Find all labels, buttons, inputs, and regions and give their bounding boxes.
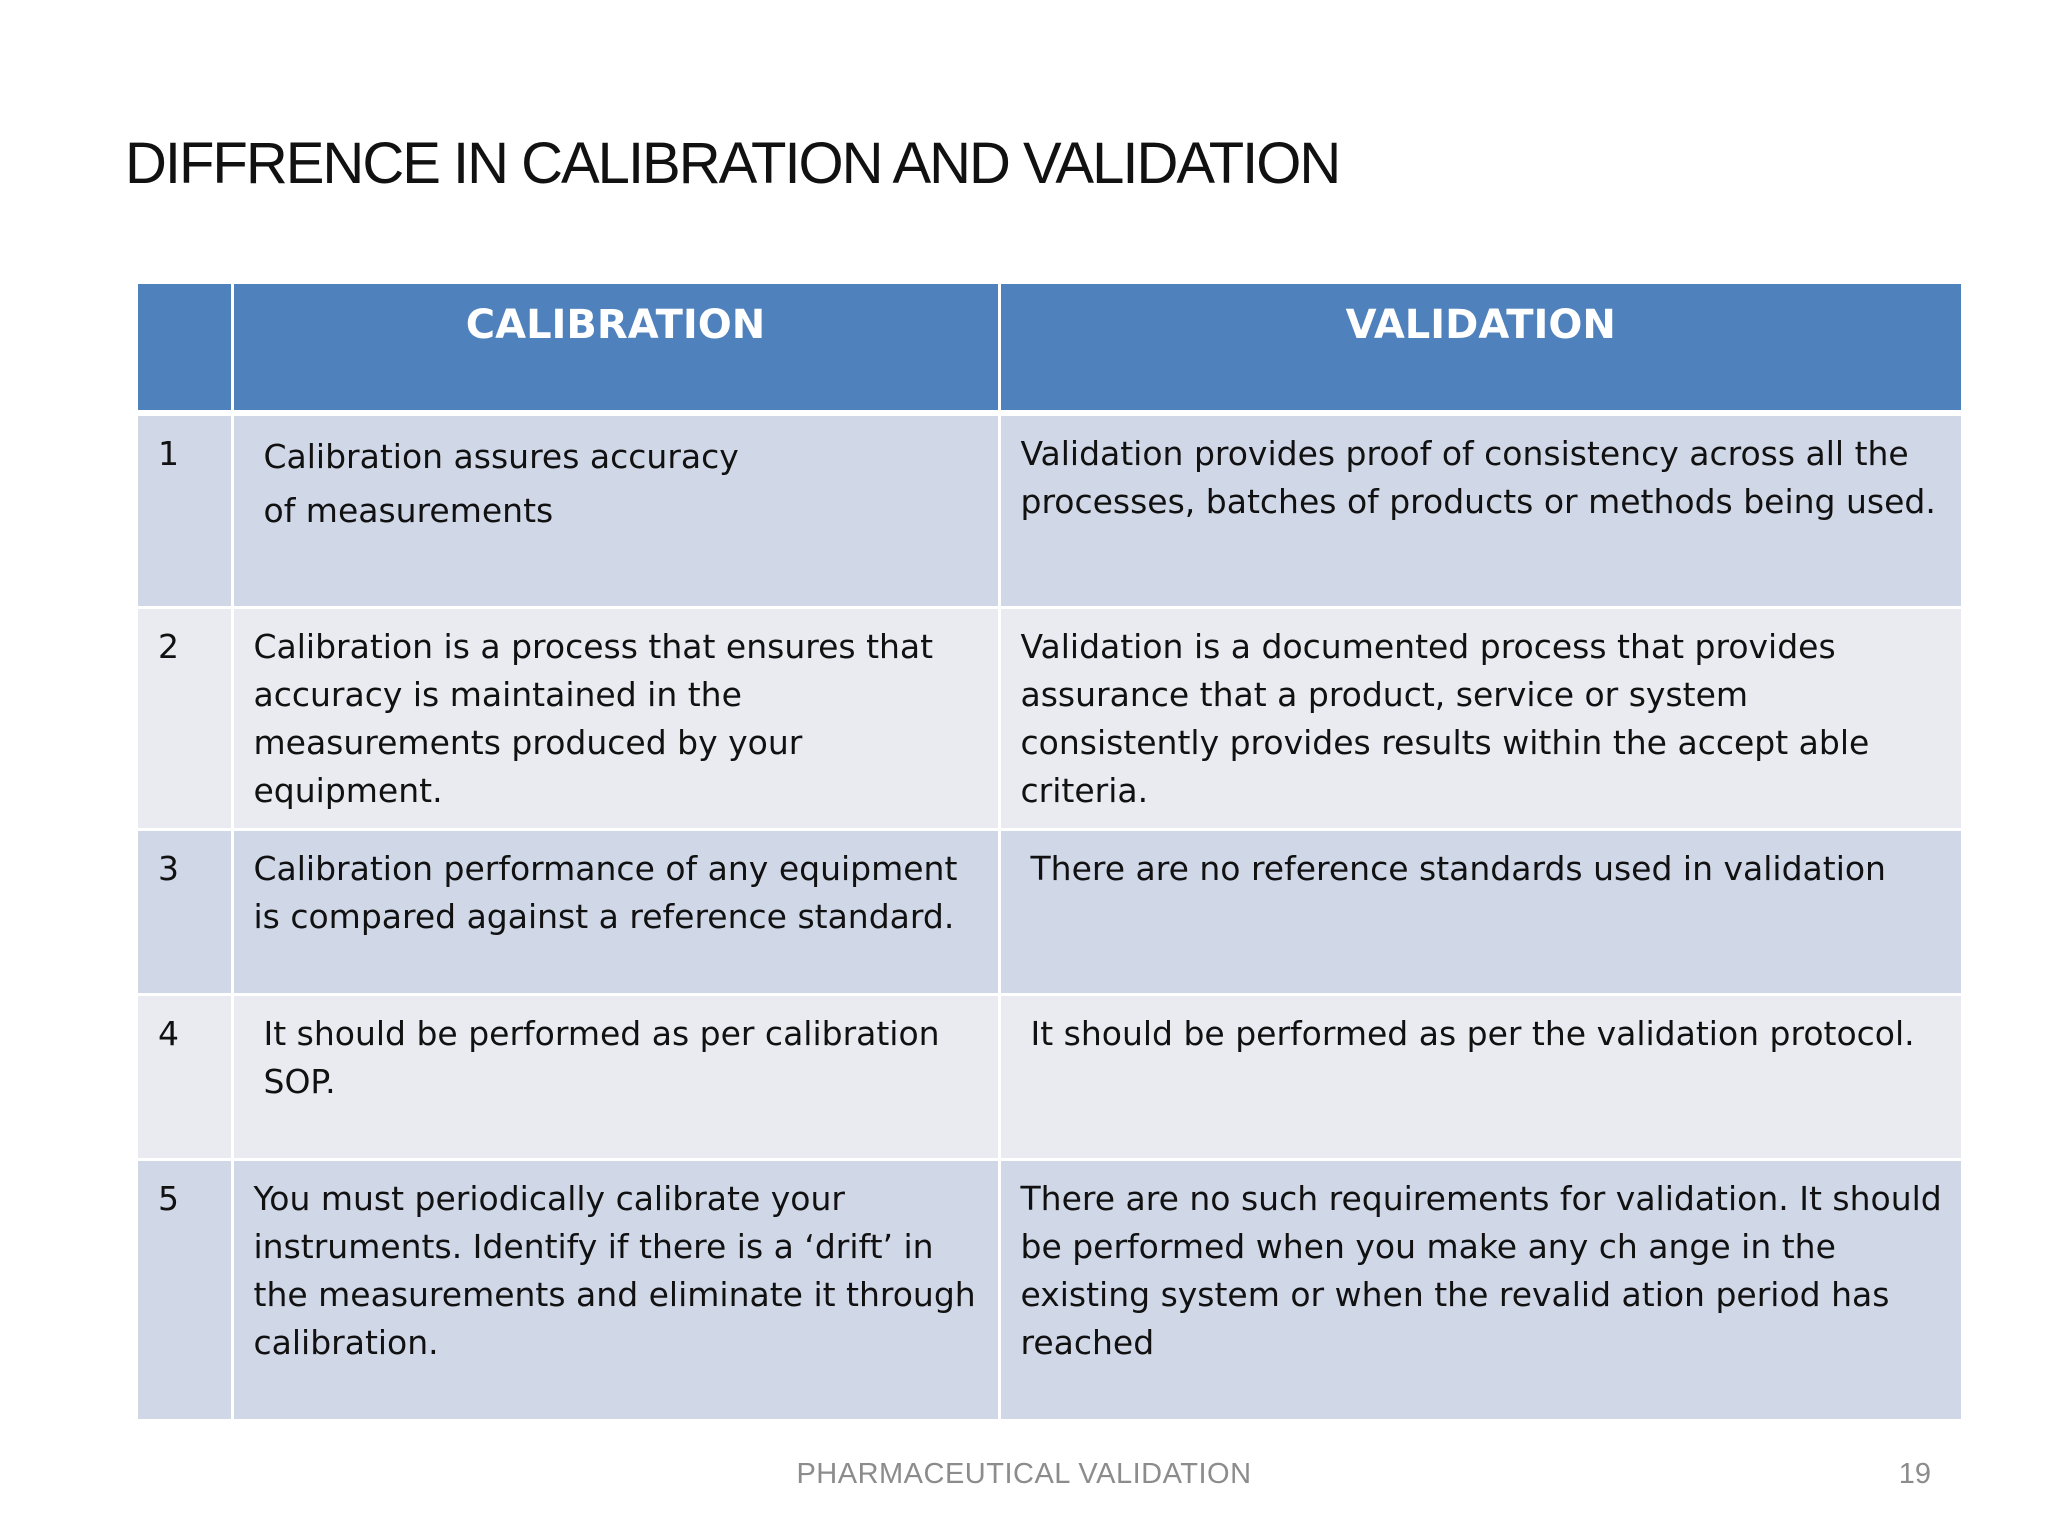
calibration-cell: Calibration is a process that ensures th… xyxy=(232,607,1001,831)
calibration-cell: It should be performed as per calibratio… xyxy=(232,994,1001,1161)
validation-cell: Validation provides proof of consistency… xyxy=(999,413,1961,609)
row-number: 1 xyxy=(138,413,234,609)
table-row: 3 Calibration performance of any equipme… xyxy=(138,829,1961,996)
validation-cell: There are no reference standards used in… xyxy=(999,829,1961,996)
header-validation: VALIDATION xyxy=(999,284,1961,416)
calibration-text: Calibration is a process that ensures th… xyxy=(253,626,934,810)
validation-cell: It should be performed as per the valida… xyxy=(999,994,1961,1161)
calibration-text: Calibration performance of any equipment… xyxy=(253,848,958,936)
header-number xyxy=(138,284,234,416)
comparison-table-container: CALIBRATION VALIDATION 1 Calibration ass… xyxy=(138,284,1961,1422)
validation-text: There are no such requirements for valid… xyxy=(1020,1178,1942,1362)
table-header-row: CALIBRATION VALIDATION xyxy=(138,284,1961,416)
validation-text: Validation is a documented process that … xyxy=(1020,626,1870,810)
header-calibration: CALIBRATION xyxy=(232,284,1001,416)
slide-footer: PHARMACEUTICAL VALIDATION xyxy=(796,1458,1252,1490)
table-row: 4 It should be performed as per calibrat… xyxy=(138,994,1961,1161)
calibration-cell: Calibration assures accuracy of measurem… xyxy=(232,413,1001,609)
calibration-text: It should be performed as per calibratio… xyxy=(263,1013,940,1101)
calibration-text: Calibration assures accuracy of measurem… xyxy=(263,437,739,530)
row-number: 3 xyxy=(138,829,234,996)
slide-title: DIFFRENCE IN CALIBRATION AND VALIDATION xyxy=(125,131,1341,196)
validation-text: It should be performed as per the valida… xyxy=(1030,1013,1915,1053)
calibration-cell: Calibration performance of any equipment… xyxy=(232,829,1001,996)
row-number: 4 xyxy=(138,994,234,1161)
comparison-table: CALIBRATION VALIDATION 1 Calibration ass… xyxy=(138,284,1961,1422)
validation-cell: There are no such requirements for valid… xyxy=(999,1159,1961,1422)
calibration-cell: You must periodically calibrate your ins… xyxy=(232,1159,1001,1422)
calibration-text: You must periodically calibrate your ins… xyxy=(253,1178,976,1362)
row-number: 2 xyxy=(138,607,234,831)
validation-text: There are no reference standards used in… xyxy=(1030,848,1886,888)
validation-text: Validation provides proof of consistency… xyxy=(1020,434,1936,521)
table-row: 5 You must periodically calibrate your i… xyxy=(138,1159,1961,1422)
page-number: 19 xyxy=(1898,1458,1931,1490)
row-number: 5 xyxy=(138,1159,234,1422)
table-row: 2 Calibration is a process that ensures … xyxy=(138,607,1961,831)
validation-cell: Validation is a documented process that … xyxy=(999,607,1961,831)
table-row: 1 Calibration assures accuracy of measur… xyxy=(138,413,1961,609)
